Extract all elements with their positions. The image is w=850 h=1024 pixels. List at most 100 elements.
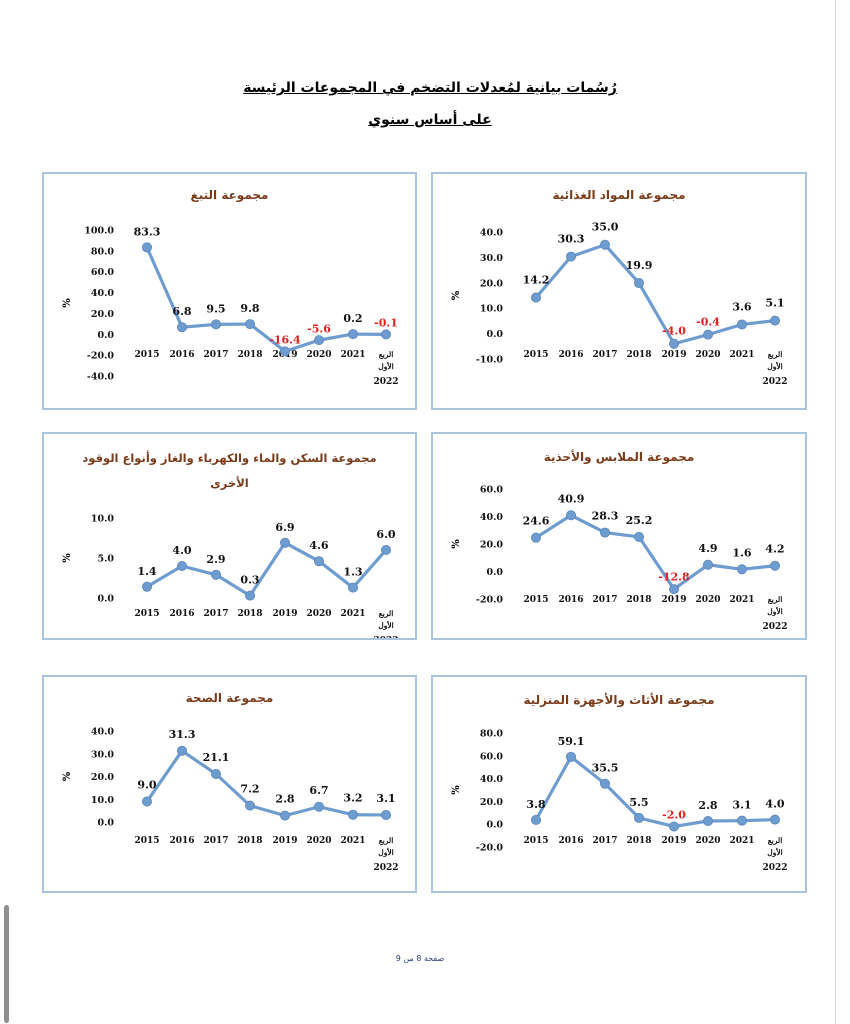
y-axis-label: %: [451, 539, 462, 549]
data-point: [668, 821, 679, 832]
data-point: [599, 778, 610, 789]
data-label: 6.0: [376, 528, 395, 541]
data-label: 25.2: [626, 514, 653, 527]
x-tick-label: 2019: [661, 350, 686, 360]
data-point: [668, 584, 679, 595]
data-point: [380, 545, 391, 556]
y-tick-label: 20.0: [480, 278, 504, 289]
x-tick-label: 2018: [237, 350, 262, 360]
y-tick-label: 80.0: [91, 246, 115, 257]
x-tick-label: 2018: [237, 609, 262, 619]
y-tick-label: 40.0: [480, 774, 504, 785]
y-tick-label: 30.0: [91, 749, 115, 760]
series-line: [534, 243, 777, 346]
y-tick-label: -10.0: [476, 355, 503, 366]
y-tick-label: 20.0: [91, 772, 115, 783]
x-tick-label: 2016: [558, 350, 583, 360]
data-point: [769, 814, 780, 825]
x-tick-label: 2022: [762, 863, 787, 873]
data-label: 3.2: [343, 792, 362, 805]
data-point: [531, 292, 542, 303]
data-label: 9.5: [206, 302, 225, 315]
y-tick-label: -20.0: [87, 351, 114, 362]
x-tick-label: 2016: [558, 595, 583, 605]
x-tick-label: 2021: [729, 350, 754, 360]
y-tick-label: 40.0: [480, 512, 504, 523]
x-tick-label: 2017: [592, 836, 617, 846]
x-tick-label: 2019: [661, 836, 686, 846]
data-label: 4.6: [309, 539, 328, 552]
x-tick-label: الأول: [767, 846, 782, 858]
data-point: [736, 319, 747, 330]
x-tick-label: 2016: [169, 350, 194, 360]
data-label: 3.8: [526, 798, 545, 811]
x-tick-label: الربع: [379, 609, 394, 619]
data-label: 6.8: [172, 305, 191, 318]
data-point: [565, 751, 576, 762]
y-tick-label: 60.0: [480, 485, 504, 496]
chart-title: مجموعة المواد الغذائية: [552, 188, 685, 203]
data-label: 14.2: [523, 274, 550, 287]
document-subtitle: على أساس سنوي: [368, 112, 492, 128]
data-label: 31.3: [169, 728, 196, 741]
chart-title: الأخرى: [210, 476, 249, 490]
y-tick-label: 0.0: [97, 818, 114, 829]
series-line: [145, 541, 388, 598]
data-label: 40.9: [558, 492, 585, 505]
x-tick-label: 2015: [523, 836, 548, 846]
vertical-scrollbar[interactable]: [4, 905, 9, 1023]
data-point: [244, 800, 255, 811]
x-tick-label: 2017: [203, 609, 228, 619]
data-point: [531, 814, 542, 825]
y-tick-label: 10.0: [480, 304, 504, 315]
y-tick-label: 80.0: [480, 729, 504, 740]
y-tick-label: -20.0: [476, 843, 503, 854]
data-label: -12.8: [658, 571, 690, 584]
y-tick-label: 10.0: [91, 795, 115, 806]
data-label: -4.0: [662, 325, 686, 338]
y-tick-label: 0.0: [486, 567, 503, 578]
data-label: 24.6: [523, 515, 550, 528]
data-label: 6.9: [275, 521, 294, 534]
chart-furnishings-appliances: مجموعة الأثاث والأجهزة المنزلية% 80.0 60.0…: [431, 675, 807, 893]
chart-svg: مجموعة الصحة% 40.0 30.0 20.0 10.0 0.0 2015 2016…: [62, 691, 399, 873]
data-label: 2.9: [206, 553, 225, 566]
data-point: [531, 532, 542, 543]
data-label: 4.2: [765, 543, 784, 556]
document-title: رُسُمات بيانية لمُعدلات التضخم في المجمو…: [243, 80, 617, 96]
data-point: [142, 796, 153, 807]
chart-svg: مجموعة المواد الغذائية% 40.0 30.0 20.0 10.0 0…: [451, 188, 788, 387]
chart-health: مجموعة الصحة% 40.0 30.0 20.0 10.0 0.0 2015 2016…: [42, 675, 417, 893]
y-axis-label: %: [62, 553, 73, 563]
x-tick-label: 2015: [134, 350, 159, 360]
y-tick-label: 20.0: [480, 540, 504, 551]
data-label: 1.3: [343, 566, 362, 579]
data-point: [668, 338, 679, 349]
x-tick-label: 2019: [272, 836, 297, 846]
x-tick-label: 2022: [762, 622, 787, 632]
x-tick-label: الأول: [767, 605, 782, 617]
chart-housing-utilities: مجموعة السكن والماء والكهرباء والغاز وأن…: [42, 432, 417, 640]
y-tick-label: 20.0: [480, 797, 504, 808]
y-axis-label: %: [62, 298, 73, 308]
x-tick-label: الربع: [379, 350, 394, 360]
data-label: -0.1: [374, 317, 398, 330]
chart-svg: مجموعة الملابس والأحذية% 60.0 40.0 20.0 0.0 -…: [451, 449, 788, 632]
data-point: [633, 278, 644, 289]
data-label: 59.1: [558, 735, 585, 748]
series-line: [534, 513, 777, 591]
y-tick-label: 20.0: [91, 309, 115, 320]
x-tick-label: 2021: [340, 609, 365, 619]
data-label: 0.3: [240, 574, 259, 587]
x-tick-label: 2022: [373, 863, 398, 873]
chart-food: مجموعة المواد الغذائية% 40.0 30.0 20.0 10.0 0…: [431, 172, 807, 410]
y-axis-label: %: [62, 771, 73, 781]
data-label: 2.8: [275, 793, 294, 806]
data-label: 21.1: [203, 751, 230, 764]
data-point: [210, 768, 221, 779]
series-line: [145, 749, 388, 818]
chart-title: مجموعة الملابس والأحذية: [544, 449, 695, 465]
x-tick-label: 2020: [306, 609, 331, 619]
data-label: 35.0: [592, 221, 619, 234]
data-point: [565, 251, 576, 262]
